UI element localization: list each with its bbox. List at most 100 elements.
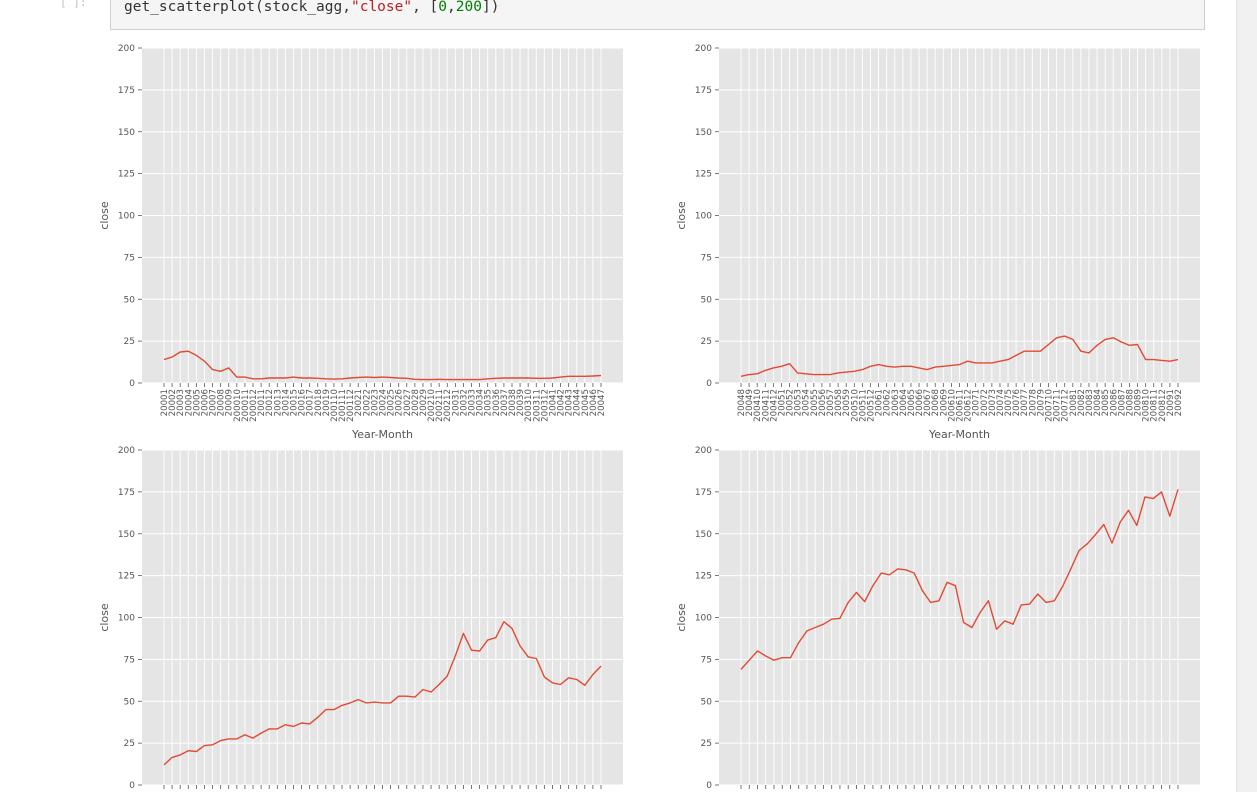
y-tick-label: 0 bbox=[129, 781, 135, 791]
x-tick-label: 200310 bbox=[524, 389, 534, 422]
x-tick-label: 200012 bbox=[249, 389, 259, 422]
x-tick-label: 20056 bbox=[818, 389, 828, 416]
x-tick-label: 20083 bbox=[1085, 389, 1095, 416]
x-tick-label: 200112 bbox=[346, 389, 356, 422]
y-axis-label: close bbox=[675, 201, 688, 230]
x-tick-label: 20077 bbox=[1020, 389, 1030, 416]
y-tick-label: 75 bbox=[701, 253, 712, 263]
y-tick-label: 175 bbox=[695, 86, 712, 96]
code-token: , bbox=[447, 0, 456, 15]
x-tick-label: 200710 bbox=[1045, 389, 1055, 422]
x-tick-label: 200010 bbox=[233, 389, 243, 422]
x-tick-label: 20006 bbox=[200, 389, 210, 416]
x-tick-label: 20016 bbox=[298, 389, 308, 416]
x-tick-label: 20036 bbox=[492, 389, 502, 416]
x-tick-label: 200311 bbox=[532, 389, 542, 422]
x-tick-label: 20015 bbox=[289, 389, 299, 416]
x-tick-label: 20055 bbox=[810, 389, 820, 416]
y-tick-label: 175 bbox=[118, 86, 135, 96]
x-tick-label: 20054 bbox=[802, 389, 812, 416]
x-tick-label: 20011 bbox=[257, 389, 267, 416]
x-tick-label: 20027 bbox=[403, 389, 413, 416]
x-tick-label: 200011 bbox=[241, 389, 251, 422]
y-tick-label: 50 bbox=[701, 697, 713, 707]
x-tick-label: 20028 bbox=[411, 389, 421, 416]
x-tick-label: 200110 bbox=[330, 389, 340, 422]
x-tick-label: 20042 bbox=[557, 389, 567, 416]
series-line bbox=[163, 621, 602, 766]
chart-2: 0255075100125150175200200482004920041020… bbox=[675, 44, 1200, 441]
x-tick-label: 20057 bbox=[826, 389, 836, 416]
x-tick-label: 20009 bbox=[225, 389, 235, 416]
y-tick-label: 25 bbox=[124, 739, 135, 749]
y-tick-label: 125 bbox=[118, 572, 135, 582]
y-axis-label: close bbox=[675, 603, 688, 632]
x-tick-label: 20003 bbox=[176, 389, 186, 416]
code-token: 0 bbox=[438, 0, 448, 15]
x-tick-label: 20074 bbox=[996, 389, 1006, 416]
x-tick-label: 200511 bbox=[858, 389, 868, 422]
y-tick-label: 125 bbox=[695, 170, 712, 180]
x-tick-label: 200212 bbox=[443, 389, 453, 422]
x-tick-label: 20018 bbox=[314, 389, 324, 416]
x-tick-label: 20091 bbox=[1166, 389, 1176, 416]
x-tick-label: 20035 bbox=[484, 389, 494, 416]
x-tick-label: 20072 bbox=[980, 389, 990, 416]
code-cell[interactable]: get_scatterplot(stock_agg,"close", [0,20… bbox=[110, 0, 1205, 30]
x-tick-label: 20046 bbox=[589, 389, 599, 416]
y-tick-label: 25 bbox=[124, 337, 135, 347]
x-tick-label: 20068 bbox=[931, 389, 941, 416]
x-tick-label: 20061 bbox=[875, 389, 885, 416]
y-tick-label: 75 bbox=[701, 655, 712, 665]
y-tick-label: 100 bbox=[695, 212, 712, 222]
x-tick-label: 20017 bbox=[306, 389, 316, 416]
x-tick-label: 20012 bbox=[265, 389, 275, 416]
x-tick-label: 20023 bbox=[370, 389, 380, 416]
y-tick-label: 0 bbox=[129, 379, 135, 389]
y-tick-label: 100 bbox=[118, 614, 135, 624]
x-tick-label: 20084 bbox=[1093, 389, 1103, 416]
y-tick-label: 100 bbox=[695, 614, 712, 624]
x-tick-label: 20052 bbox=[786, 389, 796, 416]
x-tick-label: 20051 bbox=[777, 389, 787, 416]
x-tick-label: 20064 bbox=[899, 389, 909, 416]
x-tick-label: 20005 bbox=[192, 389, 202, 416]
series-line bbox=[163, 350, 602, 381]
x-axis-label: Year-Month bbox=[928, 428, 990, 441]
y-tick-label: 200 bbox=[695, 44, 712, 54]
code-line[interactable]: get_scatterplot(stock_agg,"close", [0,20… bbox=[124, 0, 499, 15]
y-tick-label: 150 bbox=[118, 530, 135, 540]
y-tick-label: 0 bbox=[706, 379, 712, 389]
x-tick-label: 200510 bbox=[850, 389, 860, 422]
x-tick-label: 20071 bbox=[972, 389, 982, 416]
x-tick-label: 200411 bbox=[761, 389, 771, 422]
x-tick-label: 200410 bbox=[753, 389, 763, 422]
y-tick-label: 50 bbox=[124, 295, 136, 305]
x-tick-label: 20053 bbox=[794, 389, 804, 416]
y-tick-label: 50 bbox=[701, 295, 713, 305]
x-tick-label: 20058 bbox=[834, 389, 844, 416]
code-token: , [ bbox=[412, 0, 439, 15]
x-tick-label: 20007 bbox=[209, 389, 219, 416]
x-tick-label: 20021 bbox=[354, 389, 364, 416]
x-tick-label: 20089 bbox=[1134, 389, 1144, 416]
chart-3: 0 25 50 75 100 125 150 175 200 close bbox=[98, 446, 623, 791]
y-tick-label: 100 bbox=[118, 212, 135, 222]
y-tick-label: 50 bbox=[124, 697, 136, 707]
x-tick-label: 20014 bbox=[281, 389, 291, 416]
chart-1: 0255075100125150175200200012000220003200… bbox=[98, 44, 623, 441]
y-tick-label: 25 bbox=[701, 337, 712, 347]
x-tick-label: 20086 bbox=[1109, 389, 1119, 416]
x-tick-label: 20043 bbox=[565, 389, 575, 416]
y-tick-label: 200 bbox=[118, 446, 135, 456]
x-tick-label: 200811 bbox=[1150, 389, 1160, 422]
x-tick-label: 200611 bbox=[956, 389, 966, 422]
y-tick-label: 75 bbox=[124, 655, 135, 665]
x-tick-label: 20024 bbox=[379, 389, 389, 416]
vertical-scrollbar[interactable] bbox=[1236, 0, 1257, 792]
x-tick-label: 20049 bbox=[745, 389, 755, 416]
x-tick-label: 20032 bbox=[459, 389, 469, 416]
x-tick-label: 20059 bbox=[842, 389, 852, 416]
x-tick-label: 20008 bbox=[217, 389, 227, 416]
